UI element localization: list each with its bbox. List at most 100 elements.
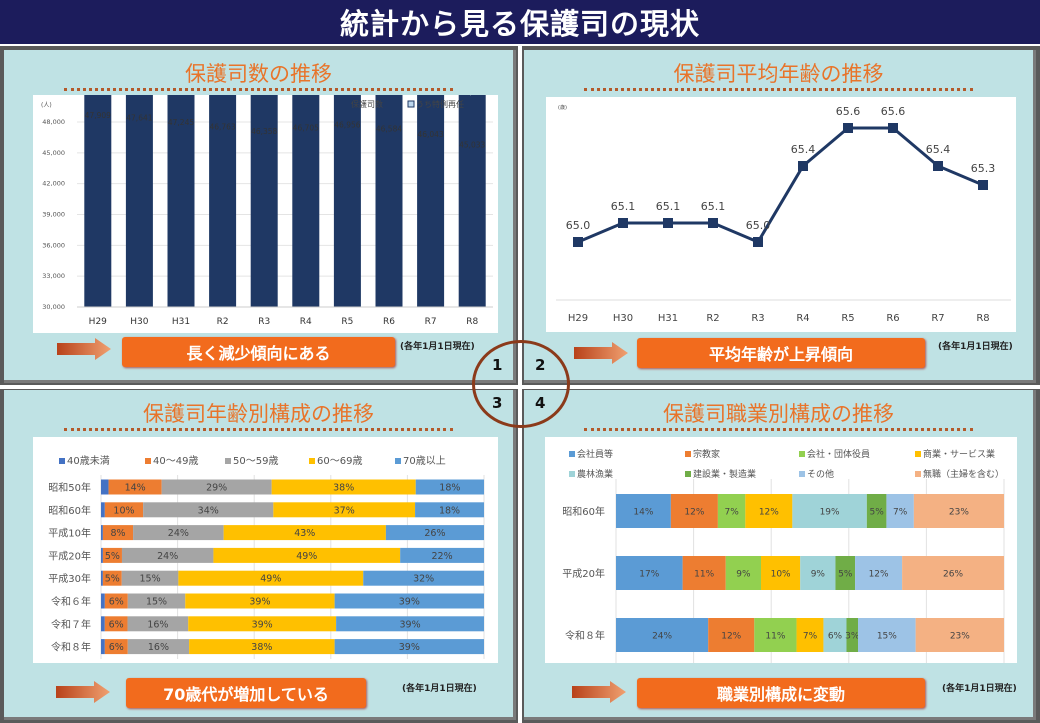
legend-swatch <box>569 471 575 477</box>
bar-segment <box>101 639 105 655</box>
data-label: 18% <box>439 505 460 516</box>
data-label: 22% <box>432 551 453 562</box>
data-label: 65.1 <box>701 200 726 213</box>
data-label: 65.0 <box>746 219 771 232</box>
page-header: 統計から見る保護司の現状 <box>0 0 1040 46</box>
legend-label: 40歳未満 <box>67 455 110 467</box>
data-label: 23% <box>950 632 970 642</box>
bar-segment <box>708 618 755 652</box>
bar-segment <box>913 494 1004 528</box>
total-label: 46,584 <box>376 125 402 134</box>
y-tick-label: 45,000 <box>42 149 65 157</box>
total-label: 47,641 <box>126 114 152 123</box>
data-label: 65.1 <box>656 200 681 213</box>
category-label: 令和７年 <box>51 618 91 631</box>
legend-swatch <box>569 451 575 457</box>
legend-swatch <box>685 451 691 457</box>
bar-segment <box>101 570 103 586</box>
total-label: 46,705 <box>293 123 319 132</box>
bar-segment <box>273 502 416 518</box>
bar-segment <box>855 556 903 590</box>
panel-occupation: 保護司職業別構成の推移 会社員等 宗教家 会社・団体役員 商業・サービス業 農林漁業 建設… <box>524 390 1036 720</box>
data-label: 19% <box>820 508 840 518</box>
data-label: 39% <box>249 597 270 608</box>
data-label: 12% <box>759 508 779 518</box>
data-label: 24% <box>652 632 672 642</box>
data-label: 49% <box>296 551 317 562</box>
bar-segment <box>754 618 797 652</box>
data-label: 39% <box>399 642 420 653</box>
data-label: 42,766 <box>463 95 481 97</box>
x-tick-label: H31 <box>172 317 190 327</box>
legend-label: 会社・団体役員 <box>807 448 870 460</box>
legend-label: 建設業・製造業 <box>693 468 756 480</box>
data-label: 24% <box>157 551 178 562</box>
legend-label: 宗教家 <box>693 448 720 460</box>
bar-segment <box>415 502 484 518</box>
summary-banner: 70歳代が増加している <box>126 678 366 708</box>
bar-segment <box>102 570 122 586</box>
panel-number: 1 <box>492 356 503 374</box>
legend-label: 会社員等 <box>577 448 613 460</box>
bar-segment <box>167 95 195 307</box>
data-point <box>798 161 808 171</box>
arrow-icon <box>574 342 628 364</box>
bar-segment <box>616 494 671 528</box>
y-tick-label: 30,000 <box>42 303 65 311</box>
bar-segment <box>616 556 683 590</box>
bar-segment <box>127 616 189 632</box>
divider <box>64 428 453 431</box>
data-label: 6% <box>109 619 124 630</box>
bar-segment <box>102 525 134 541</box>
total-label: 47,245 <box>168 118 194 127</box>
x-tick-label: R4 <box>300 317 312 327</box>
x-tick-label: R2 <box>217 317 229 327</box>
legend-swatch <box>915 451 921 457</box>
panel-title: 保護司平均年齢の推移 <box>673 62 884 86</box>
data-label: 26% <box>943 570 963 580</box>
divider <box>64 88 453 91</box>
data-point <box>663 218 673 228</box>
x-tick-label: R3 <box>258 317 270 327</box>
data-label: 9% <box>736 570 751 580</box>
bar-segment <box>670 494 718 528</box>
total-label: 45,033 <box>459 140 485 149</box>
data-label: 9% <box>811 570 826 580</box>
data-label: 65.0 <box>566 219 591 232</box>
legend-label: 70歳以上 <box>403 455 446 467</box>
panel-number: 2 <box>535 356 546 374</box>
data-label: 12% <box>721 632 741 642</box>
panel-count: 保護司数の推移 (人) 30,000 33,000 36,000 39,000 42,00… <box>4 50 516 383</box>
bar-segment <box>616 618 709 652</box>
data-label: 6% <box>109 642 124 653</box>
bar-segment <box>101 593 105 609</box>
data-label: 37% <box>334 505 355 516</box>
panel-title: 保護司職業別構成の推移 <box>663 402 894 426</box>
bar-segment <box>886 494 914 528</box>
data-label: 12% <box>684 508 704 518</box>
legend-swatch <box>395 458 401 464</box>
data-label: 39% <box>252 619 273 630</box>
bar-segment <box>178 570 364 586</box>
page-title: 統計から見る保護司の現状 <box>339 7 700 41</box>
data-label: 15% <box>146 597 167 608</box>
bar-segment <box>104 616 128 632</box>
bar-segment <box>725 556 762 590</box>
x-tick-label: R8 <box>976 313 989 324</box>
legend-swatch <box>685 471 691 477</box>
data-label: 49% <box>260 574 281 585</box>
data-label: 7% <box>803 632 818 642</box>
x-tick-label: H29 <box>89 317 107 327</box>
bar-segment <box>101 479 109 495</box>
y-tick-label: 48,000 <box>42 118 65 126</box>
legend-label: うち特例再任 <box>416 99 464 109</box>
data-point <box>978 180 988 190</box>
x-tick-label: H30 <box>613 313 633 324</box>
bar-segment <box>761 556 801 590</box>
bar-segment <box>127 593 186 609</box>
date-note: (各年1月1日現在) <box>402 684 477 694</box>
summary-banner: 平均年齢が上昇傾向 <box>637 338 925 368</box>
arrow-icon <box>572 681 626 703</box>
x-tick-label: H30 <box>130 317 148 327</box>
bar-segment <box>717 494 746 528</box>
